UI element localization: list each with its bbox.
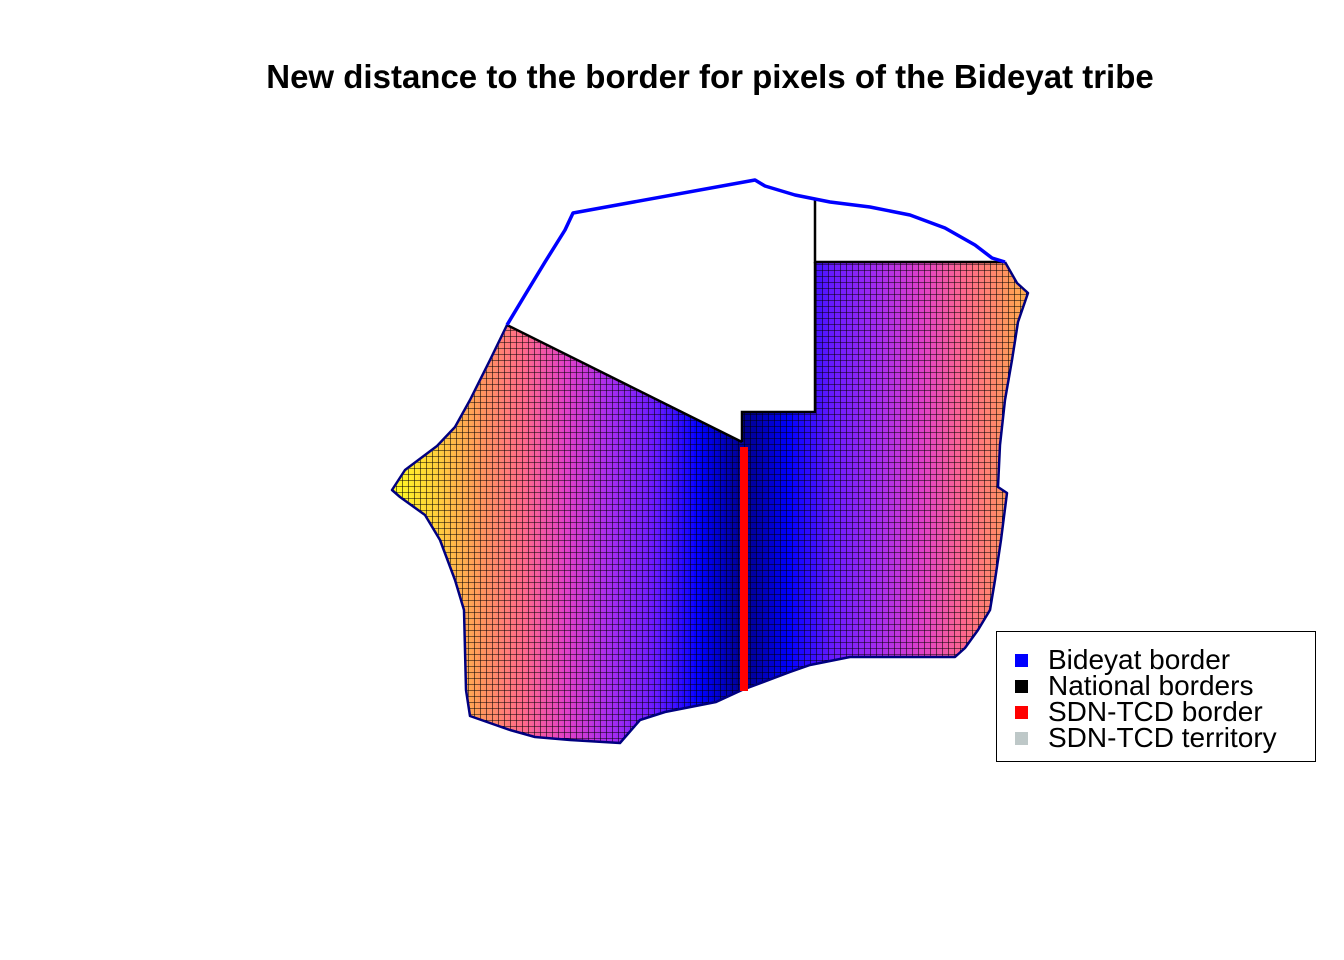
map-legend: Bideyat border National borders SDN-TCD … xyxy=(996,631,1316,762)
legend-swatch xyxy=(1015,731,1028,745)
east-pixel-raster xyxy=(742,262,1028,690)
pixel-column xyxy=(418,325,425,743)
legend-item-sdn-tcd-territory: SDN-TCD territory xyxy=(1015,722,1277,753)
pixel-column xyxy=(412,325,419,743)
pixel-column xyxy=(394,325,401,743)
legend-swatch xyxy=(1015,679,1028,693)
national-border-diagonal xyxy=(506,323,743,444)
national-border-notch xyxy=(740,262,817,442)
bideyat-border-line xyxy=(505,178,1006,326)
legend-label: SDN-TCD territory xyxy=(1048,722,1277,753)
legend-label: SDN-TCD border xyxy=(1048,696,1263,727)
pixel-column xyxy=(392,325,395,743)
pixel-column xyxy=(400,325,407,743)
legend-label: National borders xyxy=(1048,670,1254,701)
bideyat-north-area xyxy=(507,180,1005,442)
legend-item-sdn-tcd-border: SDN-TCD border xyxy=(1015,696,1263,727)
legend-item-national-borders: National borders xyxy=(1015,670,1254,701)
map-title: New distance to the border for pixels of… xyxy=(266,58,1154,95)
pixel-column xyxy=(406,325,413,743)
legend-label: Bideyat border xyxy=(1048,644,1231,675)
legend-swatch xyxy=(1015,653,1028,667)
legend-item-bideyat-border: Bideyat border xyxy=(1015,644,1231,675)
legend-swatch xyxy=(1015,705,1028,719)
region-outline xyxy=(390,261,1030,745)
pixel-column xyxy=(424,325,431,743)
